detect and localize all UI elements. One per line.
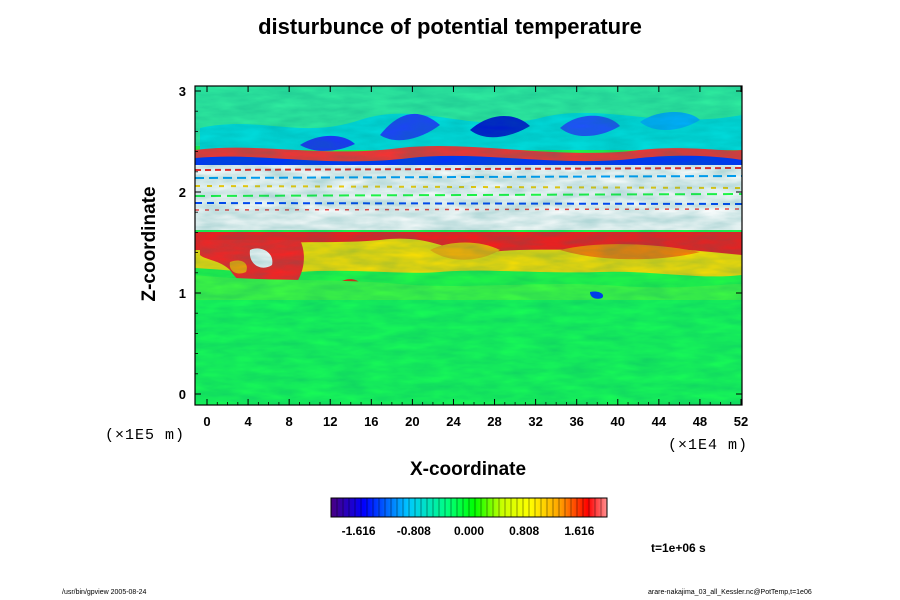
colorbar-ticks: -1.616 -0.808 0.000 0.808 1.616 — [336, 498, 602, 538]
y-axis-ticks: 0 1 2 3 — [179, 84, 742, 402]
x-tick-label: 52 — [734, 414, 748, 429]
x-axis-ticks: 0 4 8 12 16 20 24 28 32 36 40 44 48 52 — [203, 86, 748, 429]
x-tick-label: 32 — [528, 414, 542, 429]
colorbar-tick-label: -0.808 — [397, 524, 431, 538]
y-tick-label: 1 — [179, 286, 186, 301]
time-annotation: t=1e+06 s — [651, 541, 706, 555]
y-tick-label: 2 — [179, 185, 186, 200]
plot-frame — [194, 85, 743, 406]
colorbar-tick-label: 1.616 — [564, 524, 594, 538]
x-tick-label: 4 — [244, 414, 252, 429]
x-tick-label: 8 — [286, 414, 293, 429]
x-tick-label: 48 — [693, 414, 707, 429]
colorbar-tick-label: 0.000 — [454, 524, 484, 538]
x-tick-label: 36 — [569, 414, 583, 429]
colorbar-tick-label: -1.616 — [342, 524, 376, 538]
footer-command: /usr/bin/gpview 2005-08-24 — [62, 589, 147, 596]
x-tick-label: 0 — [203, 414, 210, 429]
colorbar-tick-label: 0.808 — [509, 524, 539, 538]
x-tick-label: 12 — [323, 414, 337, 429]
heatmap-field — [195, 86, 742, 405]
y-tick-label: 0 — [179, 387, 186, 402]
x-axis-label: X-coordinate — [409, 459, 527, 480]
x-tick-label: 44 — [652, 414, 667, 429]
footer-file: arare-nakajima_03_all_Kessler.nc@PotTemp… — [648, 589, 812, 596]
x-tick-label: 40 — [611, 414, 625, 429]
y-axis-label: Z-coordinate — [139, 186, 160, 302]
x-tick-label: 16 — [364, 414, 378, 429]
y-scale-label: (×1E5 m) — [105, 427, 186, 444]
chart-title: disturbunce of potential temperature — [258, 14, 642, 39]
x-tick-label: 28 — [487, 414, 501, 429]
x-tick-label: 20 — [405, 414, 419, 429]
x-tick-label: 24 — [446, 414, 461, 429]
y-tick-label: 3 — [179, 84, 186, 99]
x-scale-label: (×1E4 m) — [668, 437, 749, 454]
